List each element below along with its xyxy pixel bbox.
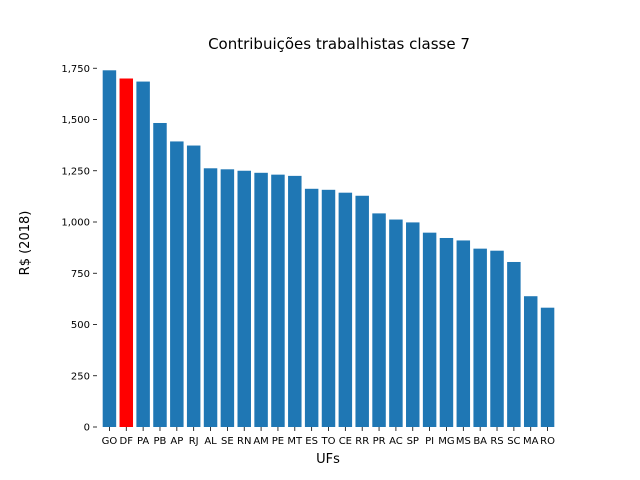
bar-ce: [338, 192, 353, 427]
x-tick-label-ac: AC: [389, 436, 403, 447]
bar-rj: [186, 145, 201, 428]
x-tick-label-sp: SP: [407, 436, 419, 447]
x-tick-label-se: SE: [221, 436, 234, 447]
bar-df: [119, 78, 134, 427]
y-tick-label-0: 0: [84, 423, 90, 434]
bar-pa: [136, 81, 150, 427]
x-axis: GO DF PA PB AP RJ AL SE RN AM PE MT ES TO CE RR PR AC SP PI…: [102, 427, 555, 447]
bars: [102, 70, 555, 428]
x-tick-label-al: AL: [204, 436, 217, 447]
bar-go: [102, 70, 117, 428]
x-tick-label-es: ES: [305, 436, 318, 447]
bar-rr: [355, 195, 369, 427]
bar-am: [254, 172, 268, 427]
x-tick-label-sc: SC: [507, 436, 520, 447]
bar-es: [304, 188, 319, 427]
x-tick-label-mt: MT: [287, 436, 303, 447]
y-tick-label-500: 500: [71, 320, 90, 331]
bar-ba: [473, 248, 487, 427]
y-tick-label-1250: 1,250: [61, 166, 90, 177]
y-tick-label-1750: 1,750: [61, 64, 90, 75]
bar-pb: [153, 122, 167, 428]
x-tick-label-pa: PA: [137, 436, 149, 447]
x-axis-label: UFs: [316, 452, 340, 467]
bar-sc: [507, 261, 521, 427]
y-tick-label-750: 750: [71, 269, 90, 280]
x-tick-label-df: DF: [120, 436, 134, 447]
bar-to: [321, 189, 336, 427]
bar-al: [203, 168, 218, 428]
bar-pe: [271, 174, 285, 427]
x-tick-label-to: TO: [321, 436, 336, 447]
bar-pi: [422, 232, 437, 427]
x-tick-label-pi: PI: [425, 436, 434, 447]
x-tick-label-rr: RR: [355, 436, 369, 447]
bar-se: [220, 169, 235, 427]
x-tick-label-rj: RJ: [189, 436, 199, 447]
x-tick-label-rs: RS: [490, 436, 503, 447]
x-tick-label-pr: PR: [373, 436, 386, 447]
x-tick-label-pb: PB: [154, 436, 167, 447]
bar-ms: [456, 240, 471, 427]
y-tick-label-1000: 1,000: [61, 218, 90, 229]
bar-ma: [523, 296, 538, 427]
x-tick-label-ap: AP: [170, 436, 183, 447]
bar-sp: [406, 222, 420, 427]
x-tick-label-ba: BA: [473, 436, 487, 447]
x-tick-label-go: GO: [102, 436, 118, 447]
bar-mg: [439, 237, 454, 427]
bar-ap: [170, 141, 184, 427]
bar-pr: [372, 213, 386, 427]
x-tick-label-ma: MA: [523, 436, 539, 447]
x-tick-label-rn: RN: [237, 436, 251, 447]
bar-mt: [288, 175, 302, 428]
bar-rn: [237, 170, 251, 427]
x-tick-label-am: AM: [253, 436, 268, 447]
x-tick-label-mg: MG: [438, 436, 454, 447]
x-tick-label-ro: RO: [540, 436, 555, 447]
x-tick-label-ce: CE: [339, 436, 352, 447]
y-tick-label-1500: 1,500: [61, 115, 90, 126]
y-tick-label-250: 250: [71, 371, 90, 382]
y-axis: 0 250 500 750 1,000 1,250 1,500 1,750: [61, 64, 97, 434]
x-tick-label-pe: PE: [272, 436, 284, 447]
y-axis-label: R$ (2018): [18, 211, 33, 276]
bar-ro: [540, 307, 555, 427]
bar-ac: [389, 219, 403, 427]
chart-title: Contribuições trabalhistas classe 7: [208, 35, 470, 53]
bar-rs: [490, 250, 504, 427]
x-tick-label-ms: MS: [456, 436, 471, 447]
